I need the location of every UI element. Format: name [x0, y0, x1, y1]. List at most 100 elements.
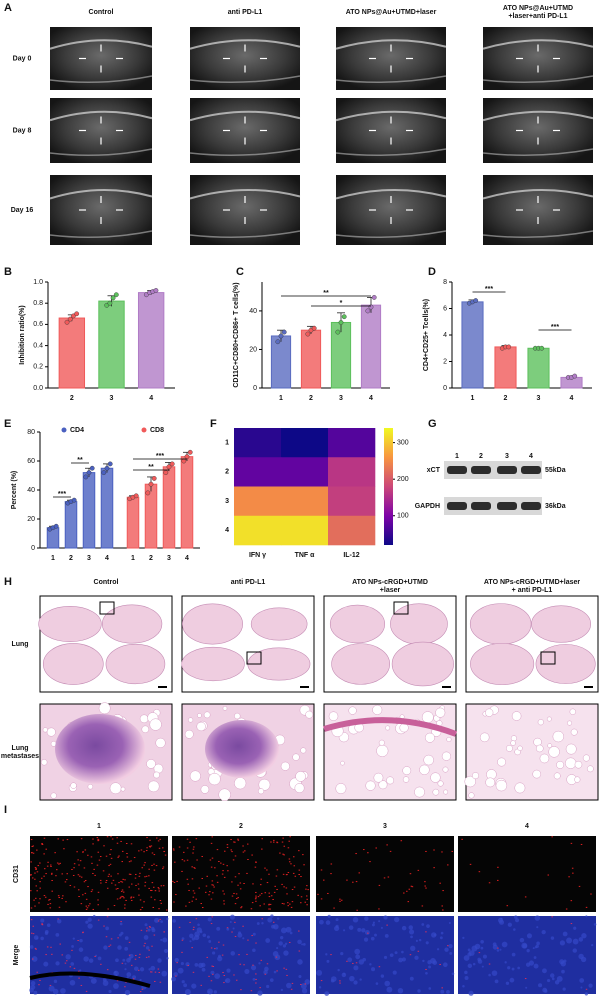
cd31-signal [220, 862, 222, 864]
cd31-signal [488, 963, 491, 965]
nucleus [184, 989, 191, 995]
cd31-signal [424, 885, 426, 887]
cd31-signal [281, 902, 284, 904]
cd31-signal [39, 881, 41, 883]
alveolus [442, 766, 449, 773]
nucleus [415, 939, 418, 942]
cd31-signal [185, 905, 187, 907]
cd31-signal [138, 894, 140, 896]
cd31-signal [305, 895, 308, 897]
cd31-signal [92, 872, 94, 874]
x-tick-label: 4 [369, 395, 373, 402]
alveolus [98, 702, 111, 715]
cd31-signal [282, 853, 284, 855]
nucleus [324, 991, 330, 996]
nucleus [361, 928, 366, 933]
cd31-signal [410, 885, 413, 887]
data-point [83, 474, 89, 480]
alveolus [305, 710, 314, 719]
cd31-signal [50, 873, 53, 875]
y-tick-label: 40 [249, 308, 257, 315]
nucleus [69, 979, 76, 986]
cd31-signal [39, 898, 41, 900]
nucleus [398, 957, 403, 963]
cd31-signal [304, 901, 307, 903]
cd31-signal [77, 940, 79, 942]
alveolus [547, 743, 553, 749]
cd31-signal [36, 890, 38, 892]
y-tick-label: 0 [31, 545, 35, 552]
row-label: Lung [11, 745, 28, 752]
cd31-signal [78, 896, 80, 898]
cd31-signal [439, 963, 441, 965]
nucleus [166, 956, 169, 960]
nucleus [304, 979, 311, 985]
nucleus [139, 967, 145, 972]
nucleus [148, 968, 151, 971]
cd31-signal [198, 887, 200, 889]
cd31-signal [162, 868, 164, 870]
colorbar-label: 300 [397, 439, 409, 446]
cd31-signal [175, 894, 177, 896]
cd31-signal [164, 854, 167, 856]
cd31-signal [235, 979, 238, 981]
cd31-signal [234, 903, 237, 905]
cd31-signal [356, 909, 358, 911]
cd31-signal [149, 839, 151, 841]
alveolus [386, 776, 395, 785]
cd31-signal [103, 845, 105, 847]
cd31-signal [292, 856, 295, 858]
nucleus [207, 917, 212, 922]
cd31-signal [195, 898, 197, 900]
cd31-signal [279, 852, 281, 854]
nucleus [157, 958, 162, 963]
cd31-signal [73, 863, 76, 865]
alveolus [208, 772, 221, 786]
cd31-signal [234, 841, 236, 843]
cd31-signal [340, 899, 343, 901]
cd31-signal [196, 859, 198, 861]
cd31-signal [590, 893, 592, 895]
nucleus [267, 917, 273, 923]
data-point [86, 470, 92, 475]
nucleus [78, 969, 82, 972]
cd31-signal [123, 897, 125, 899]
cd31-signal [148, 875, 150, 877]
nucleus [297, 939, 302, 945]
cd31-signal [272, 841, 275, 843]
cd31-signal [255, 897, 257, 899]
nucleus [480, 939, 484, 944]
cd31-signal [157, 887, 160, 889]
alveolus [200, 785, 210, 794]
nucleus [362, 957, 367, 962]
alveolus [537, 719, 544, 726]
cd31-signal [447, 945, 449, 947]
nucleus [252, 932, 256, 936]
y-tick-label: 8 [443, 279, 447, 286]
cd31-signal [571, 867, 574, 869]
cd31-signal [97, 851, 100, 853]
alveolus [376, 744, 389, 757]
cd31-signal [221, 873, 224, 875]
cd31-signal [201, 856, 203, 858]
nucleus [494, 979, 499, 984]
cd31-signal [291, 889, 294, 891]
cd31-signal [194, 867, 196, 869]
cd31-signal [130, 860, 132, 862]
nucleus [189, 933, 194, 939]
nucleus [409, 929, 415, 935]
alveolus [189, 770, 201, 782]
nucleus [384, 980, 391, 987]
nucleus [591, 944, 594, 947]
cd31-signal [231, 881, 233, 883]
cd31-signal [282, 873, 285, 875]
bar [82, 472, 96, 549]
cd31-signal [80, 984, 83, 986]
cd31-signal [283, 967, 285, 969]
cd31-signal [192, 971, 195, 973]
cd31-signal [506, 905, 509, 907]
data-point [89, 465, 95, 471]
nucleus [261, 922, 264, 925]
cd31-signal [252, 883, 254, 885]
cd31-signal [352, 962, 354, 964]
